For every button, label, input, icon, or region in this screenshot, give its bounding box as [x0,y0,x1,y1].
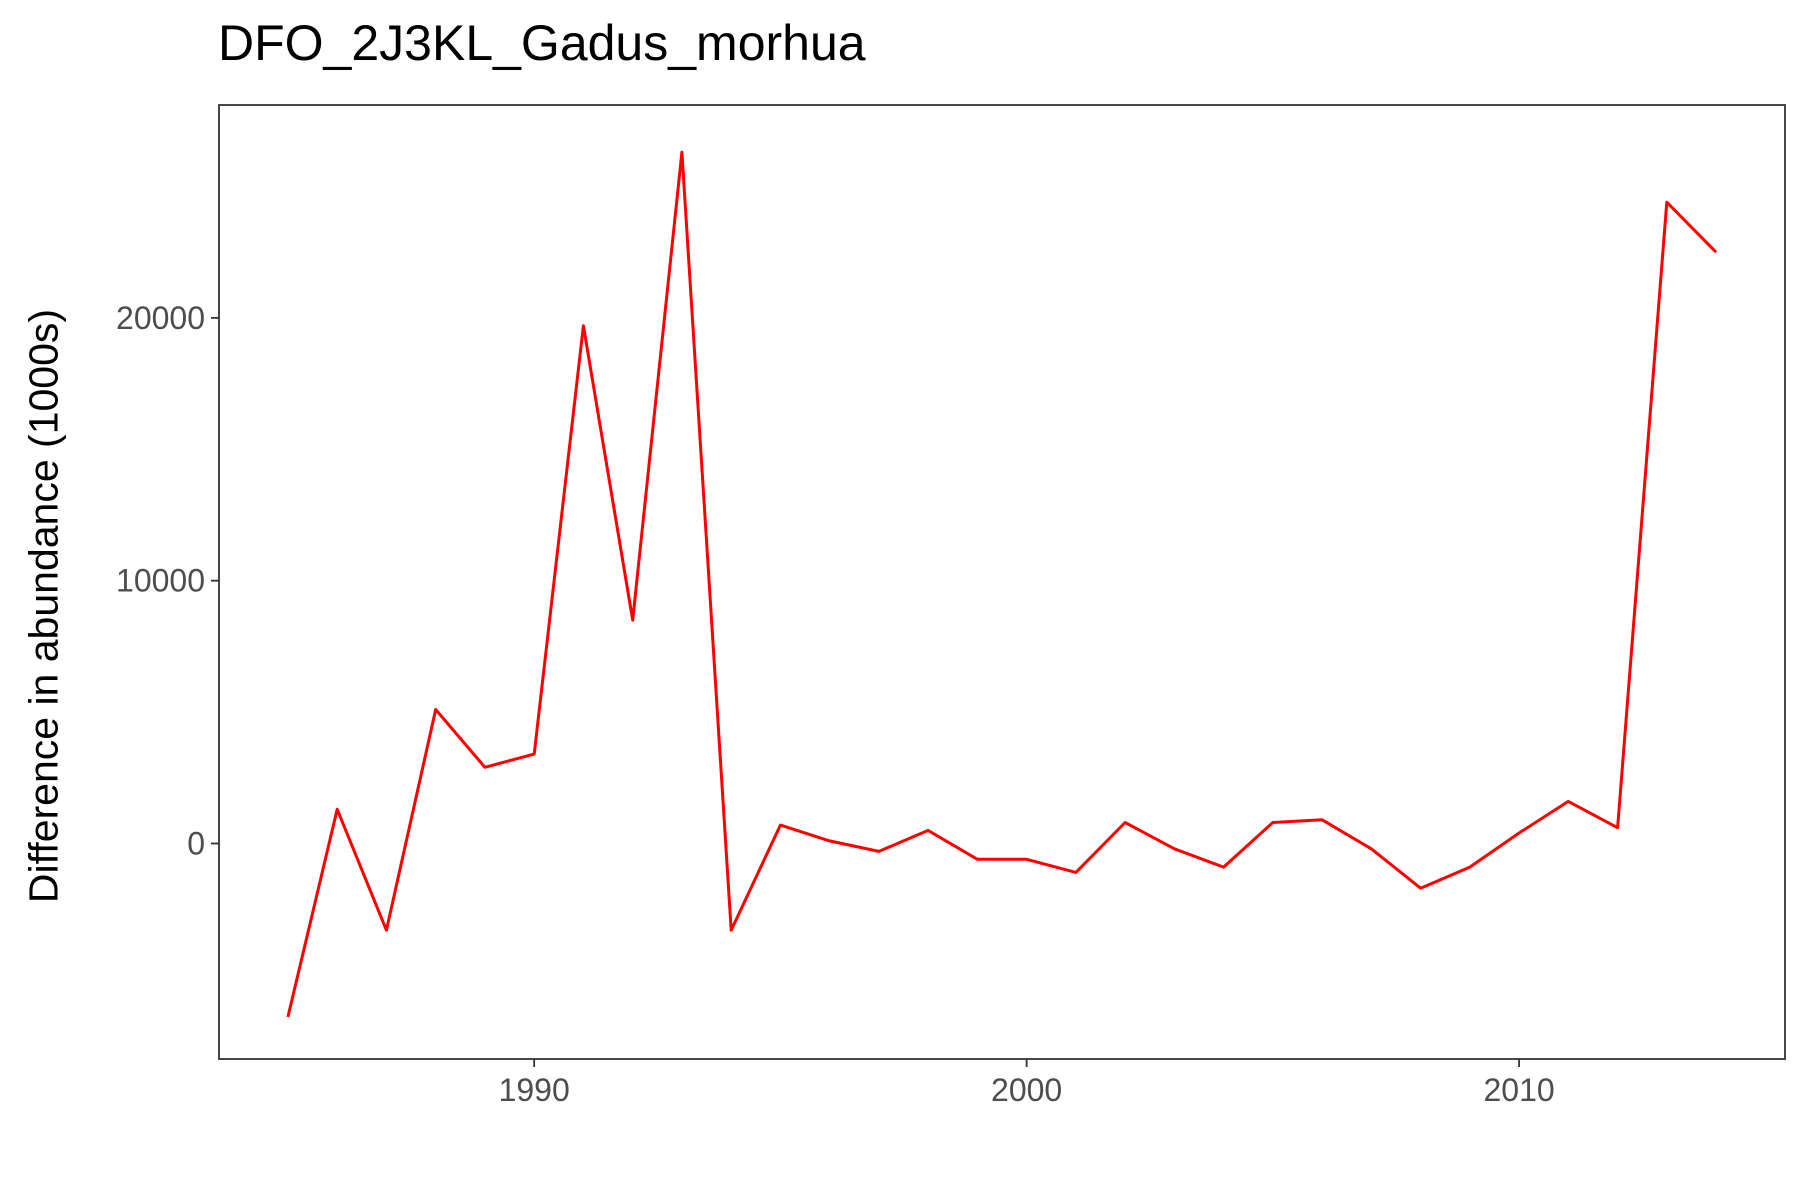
chart-title: DFO_2J3KL_Gadus_morhua [218,15,866,71]
y-tick-label: 0 [187,825,205,861]
series-layer [286,150,1718,1018]
y-axis: 0 10000 20000 [116,300,219,861]
y-tick-label: 20000 [116,300,205,336]
series-line [286,150,1718,1018]
x-tick-label: 2000 [991,1072,1062,1108]
y-tick-label: 10000 [116,563,205,599]
x-axis: 1990 2000 2010 [499,1059,1555,1108]
x-tick-label: 1990 [499,1072,570,1108]
plot-panel [218,104,1786,1060]
x-tick-label: 2010 [1483,1072,1554,1108]
